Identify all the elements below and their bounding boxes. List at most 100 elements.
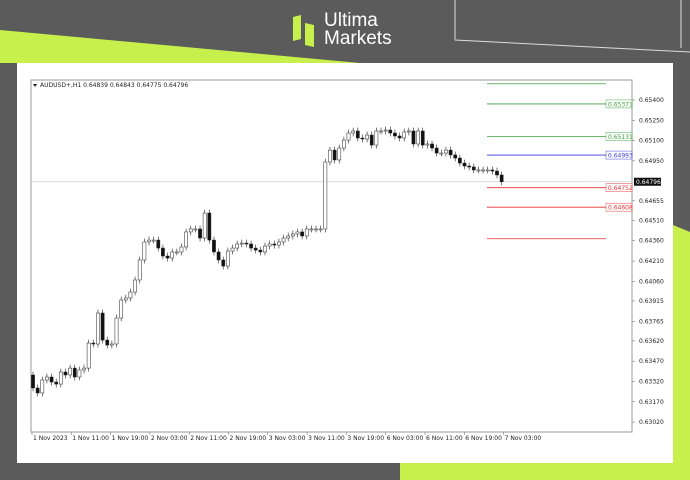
candle-body [439, 152, 444, 155]
candle-body [444, 149, 448, 154]
candle [244, 239, 249, 248]
candle-body [337, 147, 342, 161]
candle-body [198, 228, 202, 239]
candle [235, 240, 240, 252]
candle [151, 236, 156, 244]
candle [86, 339, 91, 372]
candle [328, 146, 332, 166]
candle [142, 238, 147, 264]
candle [123, 294, 128, 304]
candle [430, 140, 434, 152]
candle [72, 364, 77, 381]
candle [96, 309, 100, 348]
candle-body [476, 169, 481, 172]
candle-body [86, 342, 91, 369]
chart-panel: AUDUSD+,H1 0.64839 0.64843 0.64775 0.647… [17, 63, 673, 463]
candle [453, 151, 458, 162]
candle-body [467, 165, 472, 168]
candle [105, 336, 110, 349]
candle-body [193, 228, 198, 231]
candle-body [253, 247, 258, 251]
candle [68, 364, 72, 379]
level-label-box [605, 99, 633, 109]
candle [314, 225, 318, 233]
candle [40, 376, 45, 397]
candle [425, 140, 430, 149]
candle [49, 373, 54, 386]
candle [365, 131, 369, 143]
candle-body [304, 228, 309, 237]
candle [110, 340, 114, 349]
candle [383, 126, 388, 135]
candle-body [151, 239, 156, 242]
candle-body [114, 317, 119, 345]
candle [360, 134, 365, 143]
candle-body [212, 239, 216, 253]
current-price-box [634, 177, 661, 186]
candle [337, 144, 342, 164]
y-tick-label: 0.63620 [639, 338, 664, 345]
candle-body [207, 212, 212, 241]
level-label: 0.65371 [608, 101, 633, 108]
y-tick-label: 0.64060 [639, 278, 664, 285]
candle [207, 209, 212, 244]
level-label: 0.65131 [608, 134, 633, 141]
candle-body [170, 251, 175, 259]
x-tick-label: 2 Nov 11:00 [190, 435, 227, 442]
candle [290, 230, 295, 240]
y-tick-label: 0.65250 [639, 117, 664, 124]
y-tick-label: 0.64510 [639, 217, 664, 224]
candle [165, 252, 170, 262]
candle-body [230, 247, 235, 252]
candle-body [281, 237, 286, 243]
candle [434, 144, 439, 157]
dropdown-triangle-icon[interactable] [33, 84, 37, 87]
candle [239, 239, 244, 248]
y-tick-label: 0.65400 [639, 97, 664, 104]
candle [82, 364, 86, 374]
candle [332, 146, 337, 164]
candle-body [258, 249, 263, 253]
candle-body [91, 342, 96, 345]
candle [458, 154, 462, 167]
brand-name-line2: Markets [324, 28, 392, 49]
level-label: 0.64752 [608, 185, 633, 192]
candle-body [82, 367, 86, 371]
candle [133, 276, 137, 296]
candle [388, 126, 393, 137]
level-label-box [605, 132, 633, 141]
y-tick-label: 0.63765 [639, 318, 664, 325]
candle-body [374, 130, 379, 146]
candle [170, 248, 175, 262]
candle-body [430, 143, 434, 149]
x-tick-label: 3 Nov 19:00 [347, 435, 384, 442]
candle [54, 378, 59, 388]
candle [485, 166, 490, 174]
candle [161, 244, 165, 260]
candle [31, 371, 35, 392]
candle-body [161, 247, 165, 257]
candle [198, 225, 202, 242]
candle [147, 236, 151, 246]
candlestick-chart[interactable]: AUDUSD+,H1 0.64839 0.64843 0.64775 0.647… [17, 63, 673, 463]
plot-border [30, 79, 633, 433]
candle [300, 228, 304, 240]
candle [188, 225, 193, 236]
y-tick-label: 0.63915 [639, 298, 664, 305]
candle-body [165, 255, 170, 259]
x-tick-label: 3 Nov 03:00 [269, 435, 306, 442]
y-tick-label: 0.63470 [639, 358, 664, 365]
candle-body [355, 130, 360, 139]
candle-body [328, 149, 332, 163]
candle-body [105, 339, 110, 346]
candle-body [360, 137, 365, 140]
x-tick-label: 2 Nov 19:00 [230, 435, 267, 442]
candle-body [147, 239, 151, 243]
candle [467, 162, 472, 171]
candle-body [263, 245, 267, 253]
candle [253, 244, 258, 254]
candle [416, 127, 420, 148]
candle [444, 146, 448, 157]
candle [397, 132, 402, 142]
candle [258, 246, 263, 256]
